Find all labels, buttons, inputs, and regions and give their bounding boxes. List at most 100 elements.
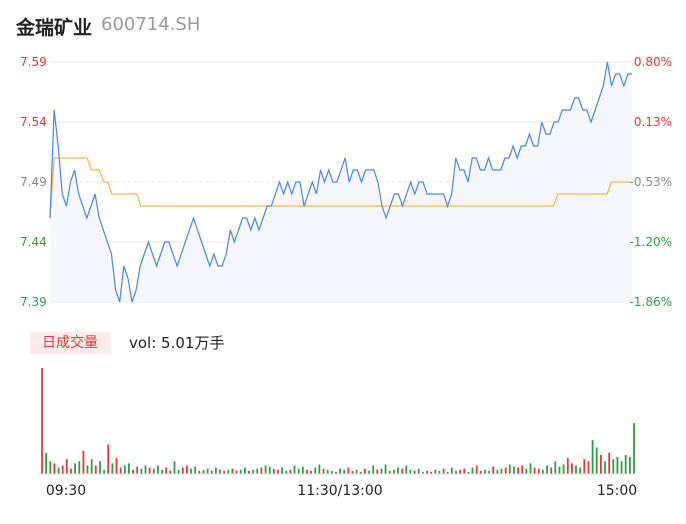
volume-bar — [566, 458, 569, 474]
volume-bar — [144, 465, 147, 474]
volume-bar — [364, 468, 366, 474]
volume-summary: vol: 5.01万手 — [129, 334, 225, 352]
volume-bar — [335, 471, 337, 474]
volume-bar — [293, 465, 296, 474]
volume-bar — [289, 469, 292, 474]
volume-bar — [475, 465, 478, 474]
volume-bar — [53, 463, 56, 474]
volume-bar — [177, 469, 180, 474]
volume-bar — [616, 457, 619, 474]
volume-bar — [330, 470, 333, 474]
stock-code: 600714.SH — [101, 14, 201, 35]
volume-bar — [103, 469, 105, 474]
volume-bar — [393, 469, 395, 474]
volume-bar — [314, 467, 317, 474]
volume-bar — [260, 467, 263, 474]
volume-bar — [65, 459, 68, 474]
volume-bar — [595, 447, 598, 474]
volume-bar — [57, 467, 60, 474]
volume-bar — [322, 468, 325, 474]
volume-bar — [624, 454, 627, 474]
volume-bar — [446, 471, 449, 474]
volume-bar — [620, 461, 623, 474]
volume-bar — [521, 465, 524, 474]
volume-bar — [132, 469, 134, 474]
volume-bar — [496, 469, 499, 474]
volume-bar — [186, 465, 188, 474]
volume-bar — [484, 469, 486, 474]
volume-bar — [463, 468, 466, 474]
y-tick-right: -0.53% — [630, 175, 672, 189]
volume-bar — [148, 467, 151, 474]
volume-bar — [587, 461, 590, 474]
price-line — [49, 61, 632, 303]
volume-bar — [513, 466, 515, 474]
volume-bar — [264, 465, 267, 474]
volume-bar — [281, 467, 283, 474]
volume-bar — [359, 471, 362, 474]
y-tick-left: 7.54 — [20, 115, 47, 129]
volume-bar — [41, 368, 43, 474]
volume-bar — [409, 469, 412, 474]
volume-bar — [571, 463, 573, 474]
volume-bar — [422, 471, 424, 474]
volume-bar — [248, 470, 250, 474]
volume-bar — [537, 468, 540, 474]
volume-bar — [190, 468, 192, 474]
volume-bar — [136, 466, 139, 474]
y-tick-left: 7.44 — [20, 235, 47, 249]
volume-bar — [384, 464, 387, 474]
volume-bar — [119, 467, 122, 474]
volume-bar — [70, 468, 72, 474]
volume-bar — [492, 466, 495, 474]
volume-bar — [347, 467, 350, 474]
volume-tag[interactable]: 日成交量 — [30, 332, 110, 354]
volume-bar — [107, 444, 110, 474]
y-tick-right: 0.80% — [634, 55, 672, 69]
volume-bar — [368, 470, 370, 474]
volume-bar — [49, 461, 52, 474]
volume-bar — [173, 461, 176, 474]
volume-bar — [591, 440, 594, 474]
volume-bar — [459, 469, 461, 474]
volume-bar — [115, 458, 118, 474]
volume-bar — [169, 470, 172, 474]
volume-bar — [310, 470, 312, 474]
volume-bar — [90, 459, 93, 474]
volume-bar — [517, 467, 519, 474]
volume-bar — [198, 470, 201, 474]
volume-bar — [326, 469, 329, 474]
volume-bar — [78, 461, 81, 474]
volume-bar — [99, 461, 101, 474]
volume-bar — [376, 469, 379, 474]
volume-bar — [277, 469, 279, 474]
volume-bar — [479, 470, 482, 474]
volume-bar — [488, 470, 490, 474]
volume-bar — [285, 470, 288, 474]
volume-bar — [554, 461, 557, 474]
volume-bar — [388, 470, 391, 474]
volume-bar — [74, 463, 76, 474]
volume-bar — [301, 466, 304, 474]
volume-bar — [128, 463, 130, 474]
volume-bar — [152, 468, 155, 474]
volume-bar — [508, 464, 511, 474]
y-tick-right: -1.20% — [630, 235, 672, 249]
y-tick-left: 7.49 — [20, 175, 47, 189]
volume-bar — [161, 469, 163, 474]
volume-bar — [111, 463, 114, 474]
volume-bar — [239, 469, 242, 474]
volume-bar — [268, 466, 271, 474]
stock-name: 金瑞矿业 — [16, 17, 93, 39]
volume-bar — [235, 470, 238, 474]
volume-bar — [140, 468, 143, 474]
volume-bar — [442, 468, 445, 474]
volume-bar — [450, 467, 453, 474]
volume-bar — [256, 468, 259, 474]
volume-bar — [558, 466, 561, 474]
volume-bar — [219, 469, 221, 474]
volume-bar — [82, 450, 85, 474]
time-axis: 09:30 11:30/13:00 15:00 — [46, 483, 637, 499]
volume-bar — [94, 465, 97, 474]
y-tick-left: 7.39 — [20, 295, 47, 309]
